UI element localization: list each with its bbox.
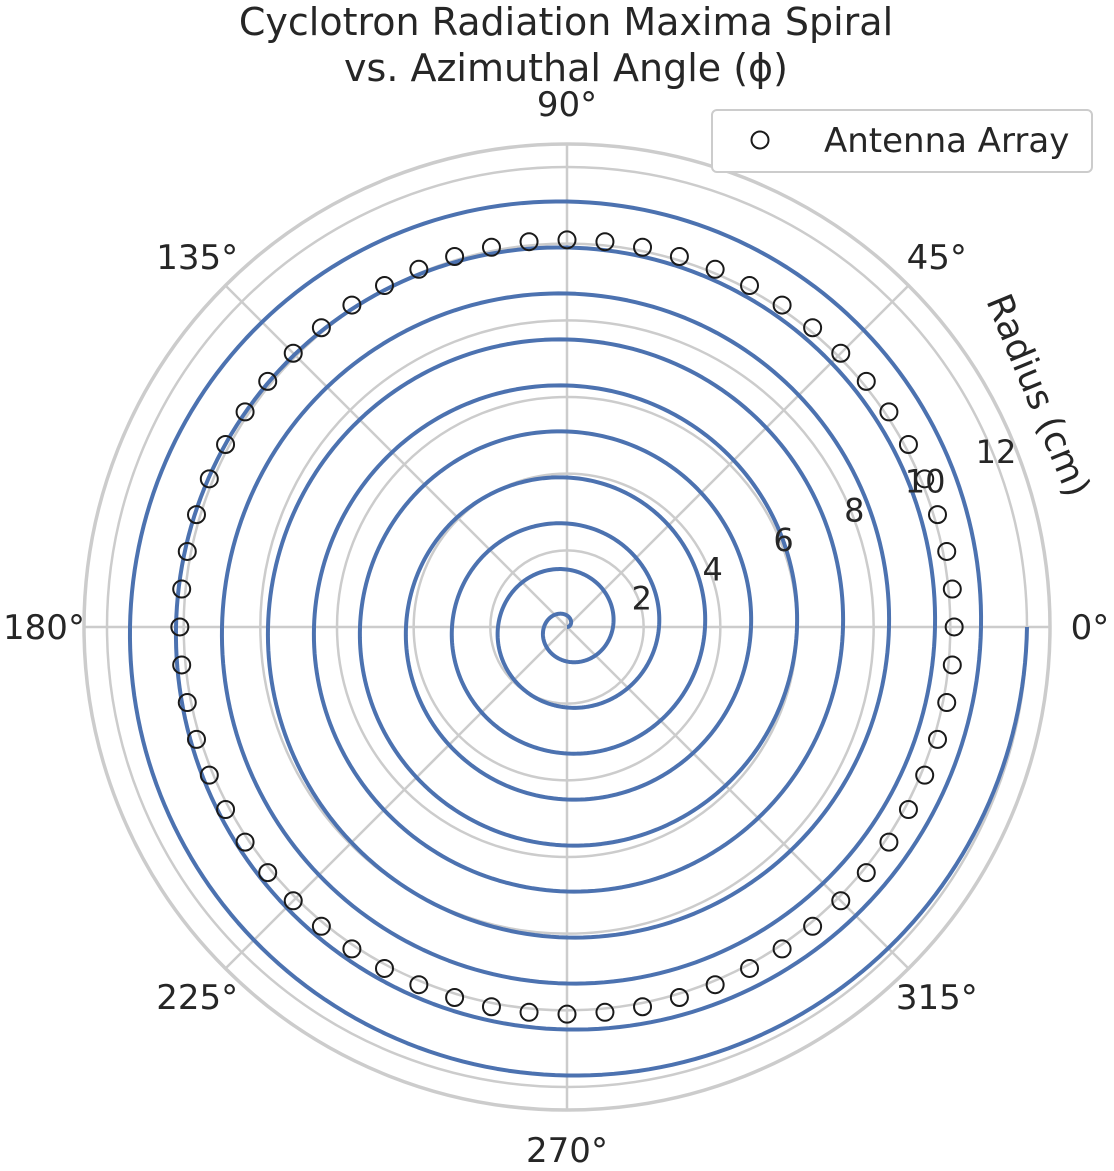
antenna-array-point	[187, 729, 206, 749]
antenna-array-point	[519, 232, 539, 252]
angular-gridline-315	[566, 626, 910, 970]
antenna-array-point	[942, 655, 962, 675]
radial-tick-label-10: 10	[905, 462, 946, 500]
radial-tick-label-12: 12	[976, 433, 1017, 471]
angle-tick-label-225: 225°	[156, 978, 238, 1018]
antenna-array-point	[633, 237, 653, 257]
angle-tick-label-135: 135°	[156, 238, 238, 278]
antenna-array-point	[311, 318, 331, 338]
antenna-array-point	[409, 259, 429, 279]
legend-box	[711, 109, 1093, 173]
radial-tick-label-4: 4	[702, 550, 722, 588]
antenna-array-point	[557, 1004, 577, 1024]
antenna-array-point	[705, 259, 725, 279]
antenna-array-point	[915, 469, 935, 489]
antenna-array-point	[235, 832, 255, 852]
antenna-array-point	[595, 1002, 615, 1022]
antenna-array-point	[342, 295, 362, 315]
antenna-array-point	[374, 958, 394, 978]
antenna-array-point	[803, 916, 823, 936]
angular-gridline-45	[566, 284, 910, 628]
antenna-array-point	[172, 579, 192, 599]
antenna-array-point	[258, 863, 278, 883]
angle-tick-label-45: 45°	[907, 238, 967, 278]
antenna-array-point	[445, 988, 465, 1007]
antenna-array-point	[187, 505, 206, 525]
angle-tick-label-180: 180°	[3, 608, 85, 648]
antenna-array-point	[311, 916, 331, 936]
antenna-array-point	[772, 939, 792, 959]
antenna-array-point	[283, 891, 303, 911]
antenna-array-point	[481, 997, 501, 1017]
legend-marker-antenna-array	[750, 130, 770, 150]
antenna-array-point	[172, 655, 192, 675]
antenna-array-point	[898, 800, 918, 820]
antenna-array-point	[170, 617, 190, 637]
radial-tick-label-8: 8	[844, 492, 864, 530]
antenna-array-point	[928, 505, 947, 525]
antenna-array-point	[216, 434, 236, 454]
antenna-array-point	[856, 371, 876, 391]
spiral-line	[127, 199, 1029, 1078]
antenna-array-point	[595, 232, 615, 252]
antenna-array-point	[856, 863, 876, 883]
antenna-array-point	[898, 434, 918, 454]
antenna-array-point	[374, 276, 394, 296]
antenna-array-point	[445, 247, 465, 266]
antenna-array-point	[942, 579, 962, 599]
legend: Antenna Array	[711, 109, 1093, 173]
antenna-array-point	[177, 541, 197, 561]
grid-layer	[82, 142, 1052, 1112]
antenna-array-point	[633, 997, 653, 1017]
antenna-array-point	[216, 800, 236, 820]
angle-tick-label-90: 90°	[537, 85, 597, 125]
antenna-array-point	[944, 617, 964, 637]
antenna-array-point	[199, 765, 219, 785]
angle-tick-label-270: 270°	[526, 1131, 608, 1167]
antenna-array-point	[557, 230, 577, 250]
antenna-array-point	[740, 958, 760, 978]
antenna-array-point	[669, 988, 689, 1007]
antenna-array-point	[915, 765, 935, 785]
antenna-array-point	[879, 832, 899, 852]
antenna-array-point	[740, 276, 760, 296]
radial-tick-label-2: 2	[632, 580, 652, 618]
antenna-array-point	[772, 295, 792, 315]
angular-gridline-135	[224, 284, 568, 628]
antenna-array-point	[177, 693, 197, 713]
antenna-array-point	[803, 318, 823, 338]
angle-tick-label-0: 0°	[1071, 608, 1110, 648]
series-layer	[127, 199, 1029, 1078]
angular-gridline-225	[224, 626, 568, 970]
antenna-array-point	[937, 541, 957, 561]
antenna-array-point	[937, 693, 957, 713]
chart-title-line2: vs. Azimuthal Angle (ϕ)	[344, 46, 788, 90]
antenna-array-point	[831, 343, 851, 363]
legend-label-antenna-array: Antenna Array	[824, 121, 1069, 161]
antenna-array-point	[235, 402, 255, 422]
radial-tick-label-6: 6	[773, 521, 793, 559]
antenna-array-point	[481, 237, 501, 257]
antenna-array-point	[669, 247, 689, 266]
antenna-array-point	[409, 975, 429, 995]
antenna-array-point	[831, 891, 851, 911]
angle-tick-label-315: 315°	[896, 978, 978, 1018]
label-layer: 0° 45° 90° 135° 180° 225° 270° 315° 2 4 6 8 10 12	[3, 85, 1110, 1171]
antenna-array-point	[342, 939, 362, 959]
antenna-array-point	[519, 1002, 539, 1022]
antenna-array-point	[928, 729, 947, 749]
antenna-array-point	[705, 975, 725, 995]
antenna-array-point	[283, 343, 303, 363]
antenna-array-point	[258, 371, 278, 391]
chart-title-line1: Cyclotron Radiation Maxima Spiral	[239, 0, 893, 44]
antenna-array-point	[879, 402, 899, 422]
antenna-array-point	[199, 469, 219, 489]
